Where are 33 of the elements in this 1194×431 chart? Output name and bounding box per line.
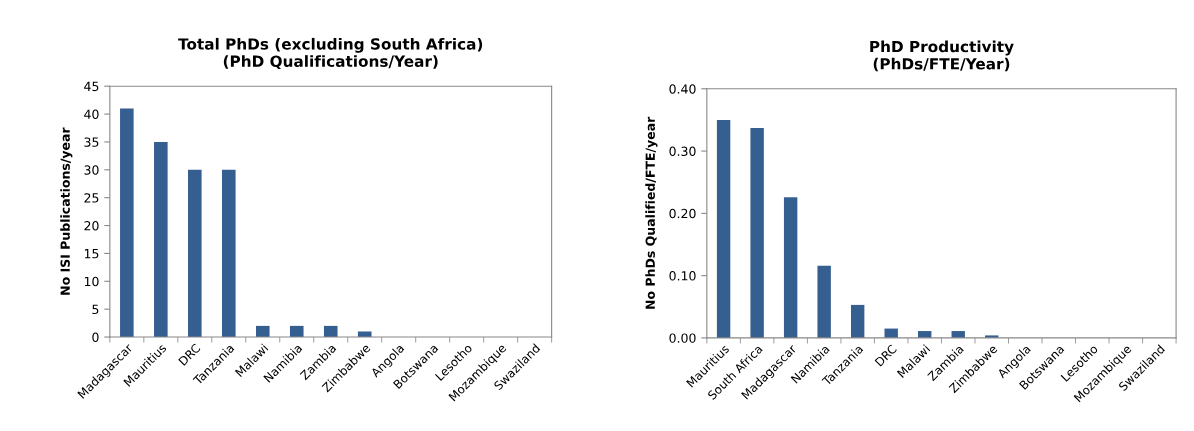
bar xyxy=(783,197,798,338)
y-tick-label: 10 xyxy=(84,276,99,287)
bar xyxy=(154,141,168,338)
y-tick-label: 0.20 xyxy=(669,208,696,219)
y-tick-label: 45 xyxy=(84,81,99,92)
bar xyxy=(884,328,898,338)
bar xyxy=(750,128,764,338)
y-tick-label: 15 xyxy=(84,249,99,259)
bar xyxy=(817,265,831,338)
y-tick-label: 0.10 xyxy=(669,271,696,281)
y-tick-label: 30 xyxy=(84,165,99,175)
y-axis-title: No PhDs Qualified/FTE/year xyxy=(645,116,658,309)
chart-title: PhD Productivity (PhDs/FTE/Year) xyxy=(870,40,1014,72)
bar xyxy=(221,169,236,338)
y-axis-title: No ISI Publications/year xyxy=(60,127,73,295)
y-tick-label: 0.40 xyxy=(669,84,696,94)
y-tick-label: 5 xyxy=(92,304,99,315)
y-tick-label: 0 xyxy=(92,332,99,342)
y-tick-label: 0.30 xyxy=(669,146,696,156)
bar xyxy=(357,331,372,338)
bar xyxy=(120,108,134,338)
y-tick-label: 25 xyxy=(84,193,99,203)
y-tick-label: 20 xyxy=(84,221,99,231)
bar xyxy=(188,169,202,338)
y-tick-label: 0.00 xyxy=(669,333,696,343)
bar xyxy=(850,304,865,338)
bar xyxy=(289,325,304,338)
y-tick-label: 35 xyxy=(84,137,99,147)
chart-title: Total PhDs (excluding South Africa) (PhD Qualifications/Year) xyxy=(178,37,483,69)
bar xyxy=(323,325,338,338)
bar xyxy=(716,119,731,338)
y-tick-label: 40 xyxy=(84,109,99,119)
bar xyxy=(255,325,270,338)
